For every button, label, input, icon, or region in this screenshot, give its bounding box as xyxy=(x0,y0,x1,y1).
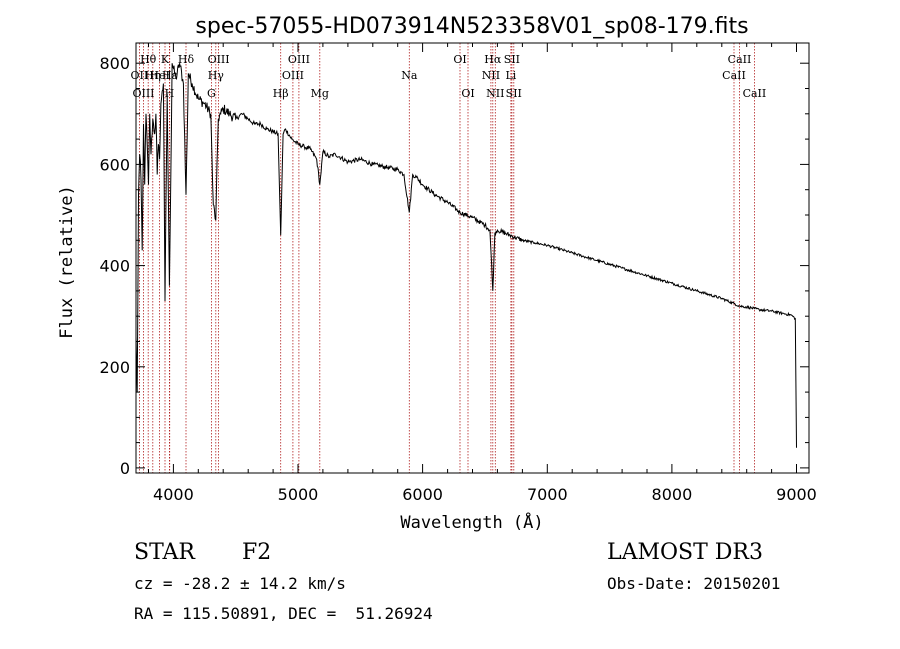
x-tick-label-5: 9000 xyxy=(776,485,817,504)
line-label-14: OIII xyxy=(288,53,310,66)
line-label-3: Hη xyxy=(145,69,161,82)
line-label-4: HeI xyxy=(149,69,169,82)
line-label-24: SII xyxy=(506,87,522,100)
y-tick-label-2: 400 xyxy=(99,257,130,276)
line-label-6: H xyxy=(165,87,175,100)
x-tick-label-2: 6000 xyxy=(402,485,443,504)
line-label-23: Li xyxy=(505,69,516,82)
flux-series xyxy=(135,63,797,448)
x-tick-label-4: 8000 xyxy=(652,485,693,504)
line-label-15: Mg xyxy=(311,87,329,100)
spectral-lines xyxy=(138,43,755,473)
y-tick-label-3: 600 xyxy=(99,155,130,174)
x-tick-label-0: 4000 xyxy=(153,485,194,504)
line-label-11: G xyxy=(207,87,216,100)
spectrum-series xyxy=(135,63,797,448)
x-tick-label-3: 7000 xyxy=(527,485,568,504)
line-label-5: K xyxy=(161,53,170,66)
line-label-9: OIII xyxy=(208,53,230,66)
line-label-18: OI xyxy=(461,87,474,100)
line-label-22: SII xyxy=(504,53,520,66)
line-label-25: CaII xyxy=(728,53,752,66)
line-label-20: NII xyxy=(482,69,500,82)
line-label-2: OIII xyxy=(132,87,154,100)
line-label-17: OI xyxy=(453,53,466,66)
plot-frame xyxy=(135,42,810,474)
y-tick-label-4: 800 xyxy=(99,54,130,73)
axis-ticks: 4000 5000 6000 7000 8000 9000 0 200 400 600 800 xyxy=(99,43,817,504)
line-label-7: Hε xyxy=(162,69,178,82)
y-axis-label: Flux (relative) xyxy=(57,185,77,339)
redshift-readout: cz = -28.2 ± 14.2 km/s xyxy=(134,574,346,593)
line-label-21: NII xyxy=(486,87,504,100)
line-label-16: Na xyxy=(401,69,418,82)
line-label-10: Hγ xyxy=(208,69,225,82)
object-subclass: F2 xyxy=(242,540,272,565)
line-label-27: CaII xyxy=(743,87,767,100)
x-tick-label-1: 5000 xyxy=(278,485,319,504)
y-tick-label-0: 0 xyxy=(120,459,130,478)
observation-date: Obs-Date: 20150201 xyxy=(607,574,781,593)
line-label-12: Hβ xyxy=(273,87,289,100)
line-label-0: Hθ xyxy=(140,53,157,66)
coordinates: RA = 115.50891, DEC = 51.26924 xyxy=(134,604,433,623)
line-label-26: CaII xyxy=(722,69,746,82)
x-axis-label: Wavelength (Å) xyxy=(400,511,543,533)
survey-name: LAMOST DR3 xyxy=(607,540,763,565)
line-label-8: Hδ xyxy=(178,53,195,66)
chart-title: spec-57055-HD073914N523358V01_sp08-179.f… xyxy=(195,14,748,39)
line-label-13: OIII xyxy=(282,69,304,82)
y-tick-label-1: 200 xyxy=(99,358,130,377)
line-label-1: OII xyxy=(131,69,149,82)
line-label-19: Hα xyxy=(484,53,502,66)
object-class: STAR xyxy=(134,540,195,565)
